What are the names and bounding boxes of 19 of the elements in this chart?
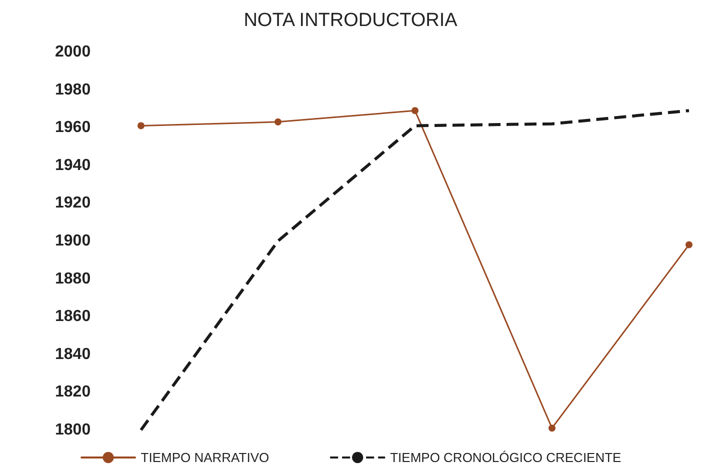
y-tick-label: 1900	[55, 232, 91, 250]
y-tick-label: 1880	[55, 270, 91, 288]
y-tick-label: 2000	[55, 44, 91, 60]
point	[138, 122, 144, 130]
legend-label: TIEMPO CRONOLÓGICO CRECIENTE	[390, 450, 622, 465]
y-tick-label: 1840	[55, 346, 91, 363]
chart-title: NOTA INTRODUCTORIA	[244, 10, 458, 31]
y-tick-label: 1800	[55, 422, 91, 438]
point	[412, 107, 418, 114]
y-tick-label: 1940	[55, 156, 91, 174]
legend-label: TIEMPO NARRATIVO	[140, 450, 270, 465]
y-tick-label: 1960	[55, 119, 91, 136]
point	[686, 241, 692, 248]
point	[274, 118, 282, 126]
y-tick-label: 1920	[55, 194, 91, 212]
y-tick-label: 1820	[55, 384, 91, 401]
point	[548, 424, 556, 432]
y-tick-label: 1860	[55, 308, 91, 326]
y-tick-label: 1980	[55, 81, 91, 98]
